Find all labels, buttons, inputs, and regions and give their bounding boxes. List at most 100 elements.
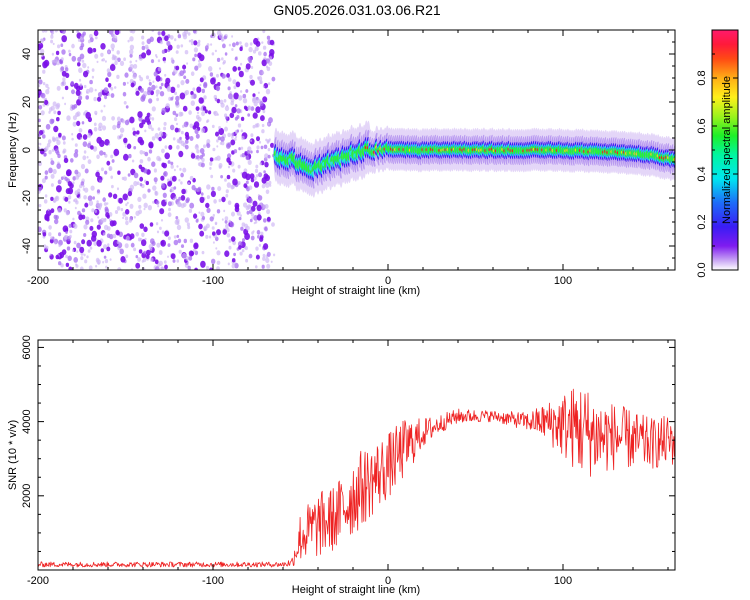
noise-speckle [75, 263, 78, 266]
noise-speckle [73, 257, 78, 263]
noise-speckle [71, 104, 76, 110]
noise-speckle [153, 177, 158, 183]
noise-speckle [56, 102, 61, 108]
noise-speckle [218, 198, 222, 203]
noise-speckle [106, 246, 111, 252]
noise-speckle [185, 255, 190, 261]
noise-speckle [62, 141, 66, 145]
noise-speckle [235, 41, 239, 46]
noise-speckle [240, 146, 244, 150]
noise-speckle [251, 231, 254, 235]
colorbar-tick-label: 0.0 [696, 262, 708, 277]
noise-speckle [145, 249, 151, 256]
noise-speckle [127, 39, 130, 43]
noise-speckle [180, 181, 183, 185]
noise-speckle [265, 88, 271, 95]
noise-speckle [252, 49, 257, 54]
noise-speckle [205, 223, 210, 229]
noise-speckle [117, 267, 122, 270]
noise-speckle [176, 145, 180, 150]
noise-speckle [160, 266, 165, 270]
noise-speckle [143, 226, 148, 233]
noise-speckle [44, 30, 48, 33]
noise-speckle [96, 60, 99, 64]
noise-speckle [185, 134, 190, 141]
noise-speckle [63, 208, 67, 213]
noise-speckle [104, 170, 108, 175]
noise-speckle [66, 246, 71, 251]
noise-speckle [46, 217, 50, 222]
noise-speckle [190, 39, 194, 43]
noise-speckle [80, 181, 85, 186]
noise-speckle [101, 58, 104, 62]
noise-speckle [144, 151, 149, 157]
noise-speckle [117, 57, 121, 63]
noise-speckle [105, 77, 109, 82]
noise-speckle [263, 173, 269, 180]
noise-speckle [220, 136, 225, 143]
noise-speckle [252, 112, 258, 119]
noise-speckle [129, 203, 134, 209]
noise-speckle [99, 202, 103, 207]
noise-speckle [111, 116, 115, 121]
noise-speckle [255, 246, 259, 251]
noise-speckle [258, 243, 262, 247]
noise-speckle [82, 62, 87, 69]
noise-speckle [250, 106, 255, 111]
noise-speckle [78, 78, 82, 82]
noise-speckle [108, 167, 112, 171]
noise-speckle [112, 124, 117, 131]
noise-speckle [185, 139, 189, 144]
noise-speckle [225, 189, 229, 194]
noise-speckle [151, 136, 156, 141]
noise-speckle [263, 170, 266, 174]
noise-speckle [106, 160, 111, 166]
noise-speckle [82, 141, 88, 148]
noise-speckle [89, 87, 94, 93]
noise-speckle [52, 168, 57, 175]
noise-speckle [206, 184, 211, 190]
noise-speckle [108, 192, 113, 198]
noise-speckle [163, 60, 166, 64]
noise-speckle [76, 242, 81, 249]
noise-speckle [259, 236, 264, 242]
noise-speckle [216, 139, 219, 143]
noise-speckle [224, 105, 230, 112]
colorbar-tick-label: 0.4 [696, 166, 708, 181]
noise-speckle [55, 50, 60, 56]
noise-speckle [249, 74, 253, 80]
noise-speckle [48, 167, 53, 174]
noise-speckle [100, 52, 104, 57]
noise-speckle [182, 202, 187, 208]
noise-speckle [87, 66, 90, 69]
noise-speckle [228, 245, 232, 250]
noise-speckle [80, 256, 84, 261]
noise-speckle [127, 173, 131, 177]
noise-speckle [151, 117, 155, 121]
noise-speckle [210, 77, 216, 85]
noise-speckle [86, 239, 92, 247]
noise-speckle [151, 127, 154, 132]
noise-speckle [61, 80, 67, 87]
noise-speckle [71, 43, 75, 49]
snr-series-line [38, 388, 675, 568]
noise-speckle [96, 154, 100, 160]
noise-speckle [234, 137, 237, 141]
noise-speckle [167, 178, 170, 182]
noise-speckle [220, 102, 225, 108]
x-tick-label: -200 [27, 275, 49, 287]
noise-speckle [139, 223, 145, 229]
noise-speckle [227, 142, 232, 148]
noise-speckle [126, 201, 129, 205]
noise-speckle [223, 209, 226, 213]
noise-speckle [146, 90, 151, 96]
noise-speckle [224, 126, 228, 132]
noise-speckle [214, 97, 218, 102]
x-tick-label: 0 [385, 575, 391, 587]
noise-speckle [57, 110, 61, 116]
noise-speckle [197, 157, 200, 161]
noise-speckle [129, 233, 135, 240]
noise-speckle [221, 141, 225, 146]
noise-speckle [129, 53, 133, 58]
noise-speckle [250, 235, 255, 241]
